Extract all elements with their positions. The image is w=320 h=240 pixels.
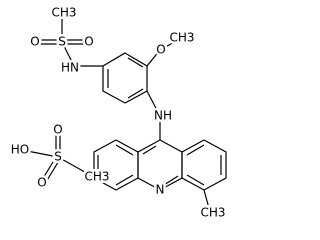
bonds (21, 16, 227, 213)
molecule-diagram: CH3 S O O HN O CH3 NH N CH3 HO S O O CH3 (8, 3, 228, 222)
atom-label: HN (61, 61, 79, 75)
atom-label: CH3 (84, 170, 109, 184)
atom-label: O (53, 123, 62, 137)
atom-label: NH (154, 109, 172, 123)
atom-labels: CH3 S O O HN O CH3 NH N CH3 HO S O O CH3 (8, 3, 228, 222)
atom-label: S (54, 150, 62, 164)
atom-label: HO (11, 143, 29, 157)
atom-label: S (58, 35, 66, 49)
page: {"atoms": [ {"label": "CH3"}, {"label": … (8, 3, 228, 222)
atom-label: O (37, 176, 46, 190)
atom-label: CH3 (169, 31, 194, 45)
atom-label: O (84, 35, 93, 49)
atom-label: O (156, 43, 165, 57)
atom-label: CH3 (200, 206, 225, 220)
atom-label: O (30, 35, 39, 49)
atom-label: CH3 (51, 6, 76, 20)
atom-label: N (156, 183, 165, 197)
